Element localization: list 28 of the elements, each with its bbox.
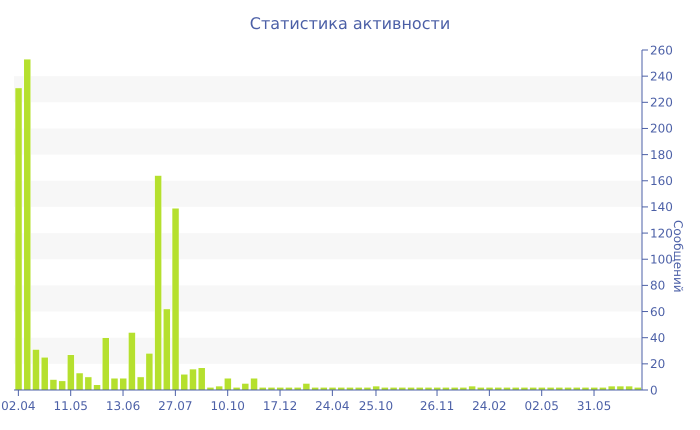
y-tick-label: 100: [650, 252, 673, 266]
y-tick-label: 80: [650, 278, 666, 293]
y-tick-label: 140: [650, 200, 673, 214]
y-tick-label: 20: [650, 357, 666, 372]
y-tick-label: 260: [650, 43, 673, 58]
x-tick-label: 11.05: [54, 399, 88, 413]
x-tick-label: 31.05: [576, 399, 612, 413]
x-tick-label: 02.04: [1, 399, 36, 413]
x-tick-label: 27.07: [158, 399, 193, 413]
y-tick-label: 240: [650, 69, 673, 84]
x-tick-label: 25.10: [358, 399, 394, 413]
x-tick-label: 24.02: [472, 399, 507, 413]
y-tick-label: 220: [650, 96, 673, 110]
y-tick-label: 200: [650, 122, 673, 136]
y-tick-label: 120: [650, 226, 673, 240]
x-tick-label: 10.10: [210, 399, 245, 413]
y-tick-label: 40: [650, 330, 666, 345]
x-tick-label: 24.04: [315, 399, 350, 413]
x-tick-label: 02.05: [524, 399, 559, 413]
chart-title: Статистика активности: [248, 14, 452, 33]
y-tick-label: 0: [650, 383, 658, 398]
y-tick-label: 180: [650, 148, 673, 162]
x-tick-label: 17.12: [262, 399, 298, 413]
y-tick-label: 60: [650, 304, 666, 319]
x-tick-label: 26.11: [420, 399, 454, 413]
y-axis-title: Сообщений: [670, 220, 685, 293]
y-tick-label: 160: [650, 174, 673, 188]
x-tick-label: 13.06: [106, 399, 140, 413]
